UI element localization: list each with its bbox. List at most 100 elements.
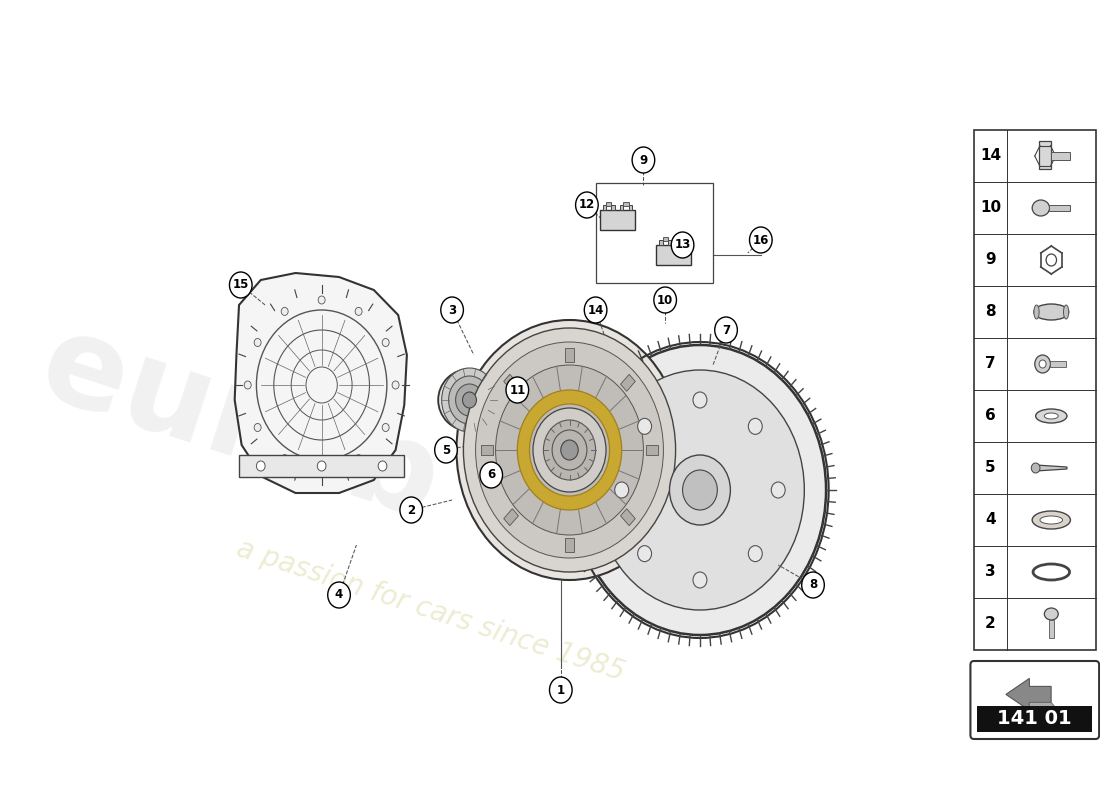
Text: 10: 10 bbox=[657, 294, 673, 306]
Bar bbox=[676, 240, 680, 245]
Text: 12: 12 bbox=[579, 198, 595, 211]
Text: 2: 2 bbox=[407, 503, 416, 517]
Bar bbox=[646, 445, 658, 455]
Circle shape bbox=[632, 147, 654, 173]
Circle shape bbox=[506, 377, 529, 403]
Circle shape bbox=[256, 461, 265, 471]
Circle shape bbox=[355, 454, 362, 462]
Circle shape bbox=[534, 408, 606, 492]
Circle shape bbox=[552, 430, 587, 470]
Text: 14: 14 bbox=[980, 149, 1001, 163]
Text: 6: 6 bbox=[487, 469, 495, 482]
Bar bbox=[1048, 620, 1054, 638]
Circle shape bbox=[480, 462, 503, 488]
Circle shape bbox=[671, 232, 694, 258]
Text: 2: 2 bbox=[984, 617, 996, 631]
Bar bbox=[481, 445, 493, 455]
Circle shape bbox=[328, 582, 350, 608]
Circle shape bbox=[1046, 254, 1056, 266]
Bar bbox=[974, 130, 1096, 650]
Circle shape bbox=[574, 345, 826, 635]
Text: 5: 5 bbox=[986, 461, 996, 475]
Circle shape bbox=[584, 297, 607, 323]
Circle shape bbox=[244, 381, 251, 389]
Text: 13: 13 bbox=[674, 238, 691, 251]
Circle shape bbox=[595, 370, 804, 610]
Bar bbox=[1050, 361, 1066, 367]
Circle shape bbox=[282, 307, 288, 315]
Text: a passion for cars since 1985: a passion for cars since 1985 bbox=[233, 534, 628, 686]
Text: 9: 9 bbox=[986, 253, 996, 267]
Circle shape bbox=[638, 418, 651, 434]
Circle shape bbox=[318, 466, 326, 474]
Circle shape bbox=[442, 368, 497, 432]
Bar bbox=[1052, 152, 1070, 160]
Bar bbox=[659, 240, 662, 245]
FancyBboxPatch shape bbox=[1040, 141, 1052, 169]
Circle shape bbox=[463, 328, 675, 572]
Polygon shape bbox=[1005, 678, 1052, 710]
Circle shape bbox=[749, 227, 772, 253]
Circle shape bbox=[456, 320, 683, 580]
Bar bbox=[1048, 205, 1070, 211]
Text: 1: 1 bbox=[557, 683, 565, 697]
Polygon shape bbox=[1030, 702, 1055, 714]
Text: 4: 4 bbox=[334, 589, 343, 602]
Circle shape bbox=[355, 307, 362, 315]
Circle shape bbox=[462, 392, 476, 408]
Bar bbox=[504, 509, 518, 526]
Text: 7: 7 bbox=[722, 323, 730, 337]
Bar bbox=[620, 509, 636, 526]
Circle shape bbox=[693, 392, 707, 408]
Circle shape bbox=[382, 423, 389, 431]
Text: 11: 11 bbox=[509, 383, 526, 397]
Circle shape bbox=[254, 423, 261, 431]
Text: 16: 16 bbox=[752, 234, 769, 246]
Circle shape bbox=[378, 461, 387, 471]
Bar bbox=[662, 237, 668, 241]
Bar bbox=[620, 205, 624, 210]
Circle shape bbox=[670, 455, 730, 525]
Text: 4: 4 bbox=[986, 513, 996, 527]
Ellipse shape bbox=[1040, 516, 1063, 524]
Ellipse shape bbox=[1034, 304, 1069, 320]
Bar bbox=[624, 202, 628, 206]
Circle shape bbox=[771, 482, 785, 498]
Text: 7: 7 bbox=[986, 357, 996, 371]
Bar bbox=[606, 202, 612, 206]
Bar bbox=[680, 237, 685, 241]
Text: 14: 14 bbox=[587, 303, 604, 317]
Circle shape bbox=[282, 454, 288, 462]
Circle shape bbox=[1035, 355, 1050, 373]
Circle shape bbox=[455, 384, 483, 416]
Text: 3: 3 bbox=[986, 565, 996, 579]
Bar bbox=[612, 205, 615, 210]
FancyBboxPatch shape bbox=[657, 245, 691, 265]
Polygon shape bbox=[234, 273, 407, 493]
Bar bbox=[565, 348, 574, 362]
Bar bbox=[620, 374, 636, 391]
Text: 5: 5 bbox=[442, 443, 450, 457]
Text: 8: 8 bbox=[808, 578, 817, 591]
Ellipse shape bbox=[1064, 305, 1069, 319]
Text: 141 01: 141 01 bbox=[998, 710, 1072, 728]
Ellipse shape bbox=[1032, 511, 1070, 529]
Circle shape bbox=[400, 497, 422, 523]
Ellipse shape bbox=[1035, 409, 1067, 423]
Circle shape bbox=[434, 437, 458, 463]
Circle shape bbox=[748, 418, 762, 434]
Circle shape bbox=[575, 192, 598, 218]
Circle shape bbox=[638, 546, 651, 562]
Text: eurob  res: eurob res bbox=[26, 302, 747, 638]
Bar bbox=[504, 374, 518, 391]
FancyBboxPatch shape bbox=[600, 210, 635, 230]
Text: 10: 10 bbox=[980, 201, 1001, 215]
Ellipse shape bbox=[438, 369, 500, 431]
Bar bbox=[668, 240, 671, 245]
Circle shape bbox=[230, 272, 252, 298]
Bar bbox=[595, 183, 713, 283]
Text: 15: 15 bbox=[232, 278, 249, 291]
Ellipse shape bbox=[1044, 608, 1058, 620]
Circle shape bbox=[653, 287, 676, 313]
Circle shape bbox=[496, 365, 644, 535]
